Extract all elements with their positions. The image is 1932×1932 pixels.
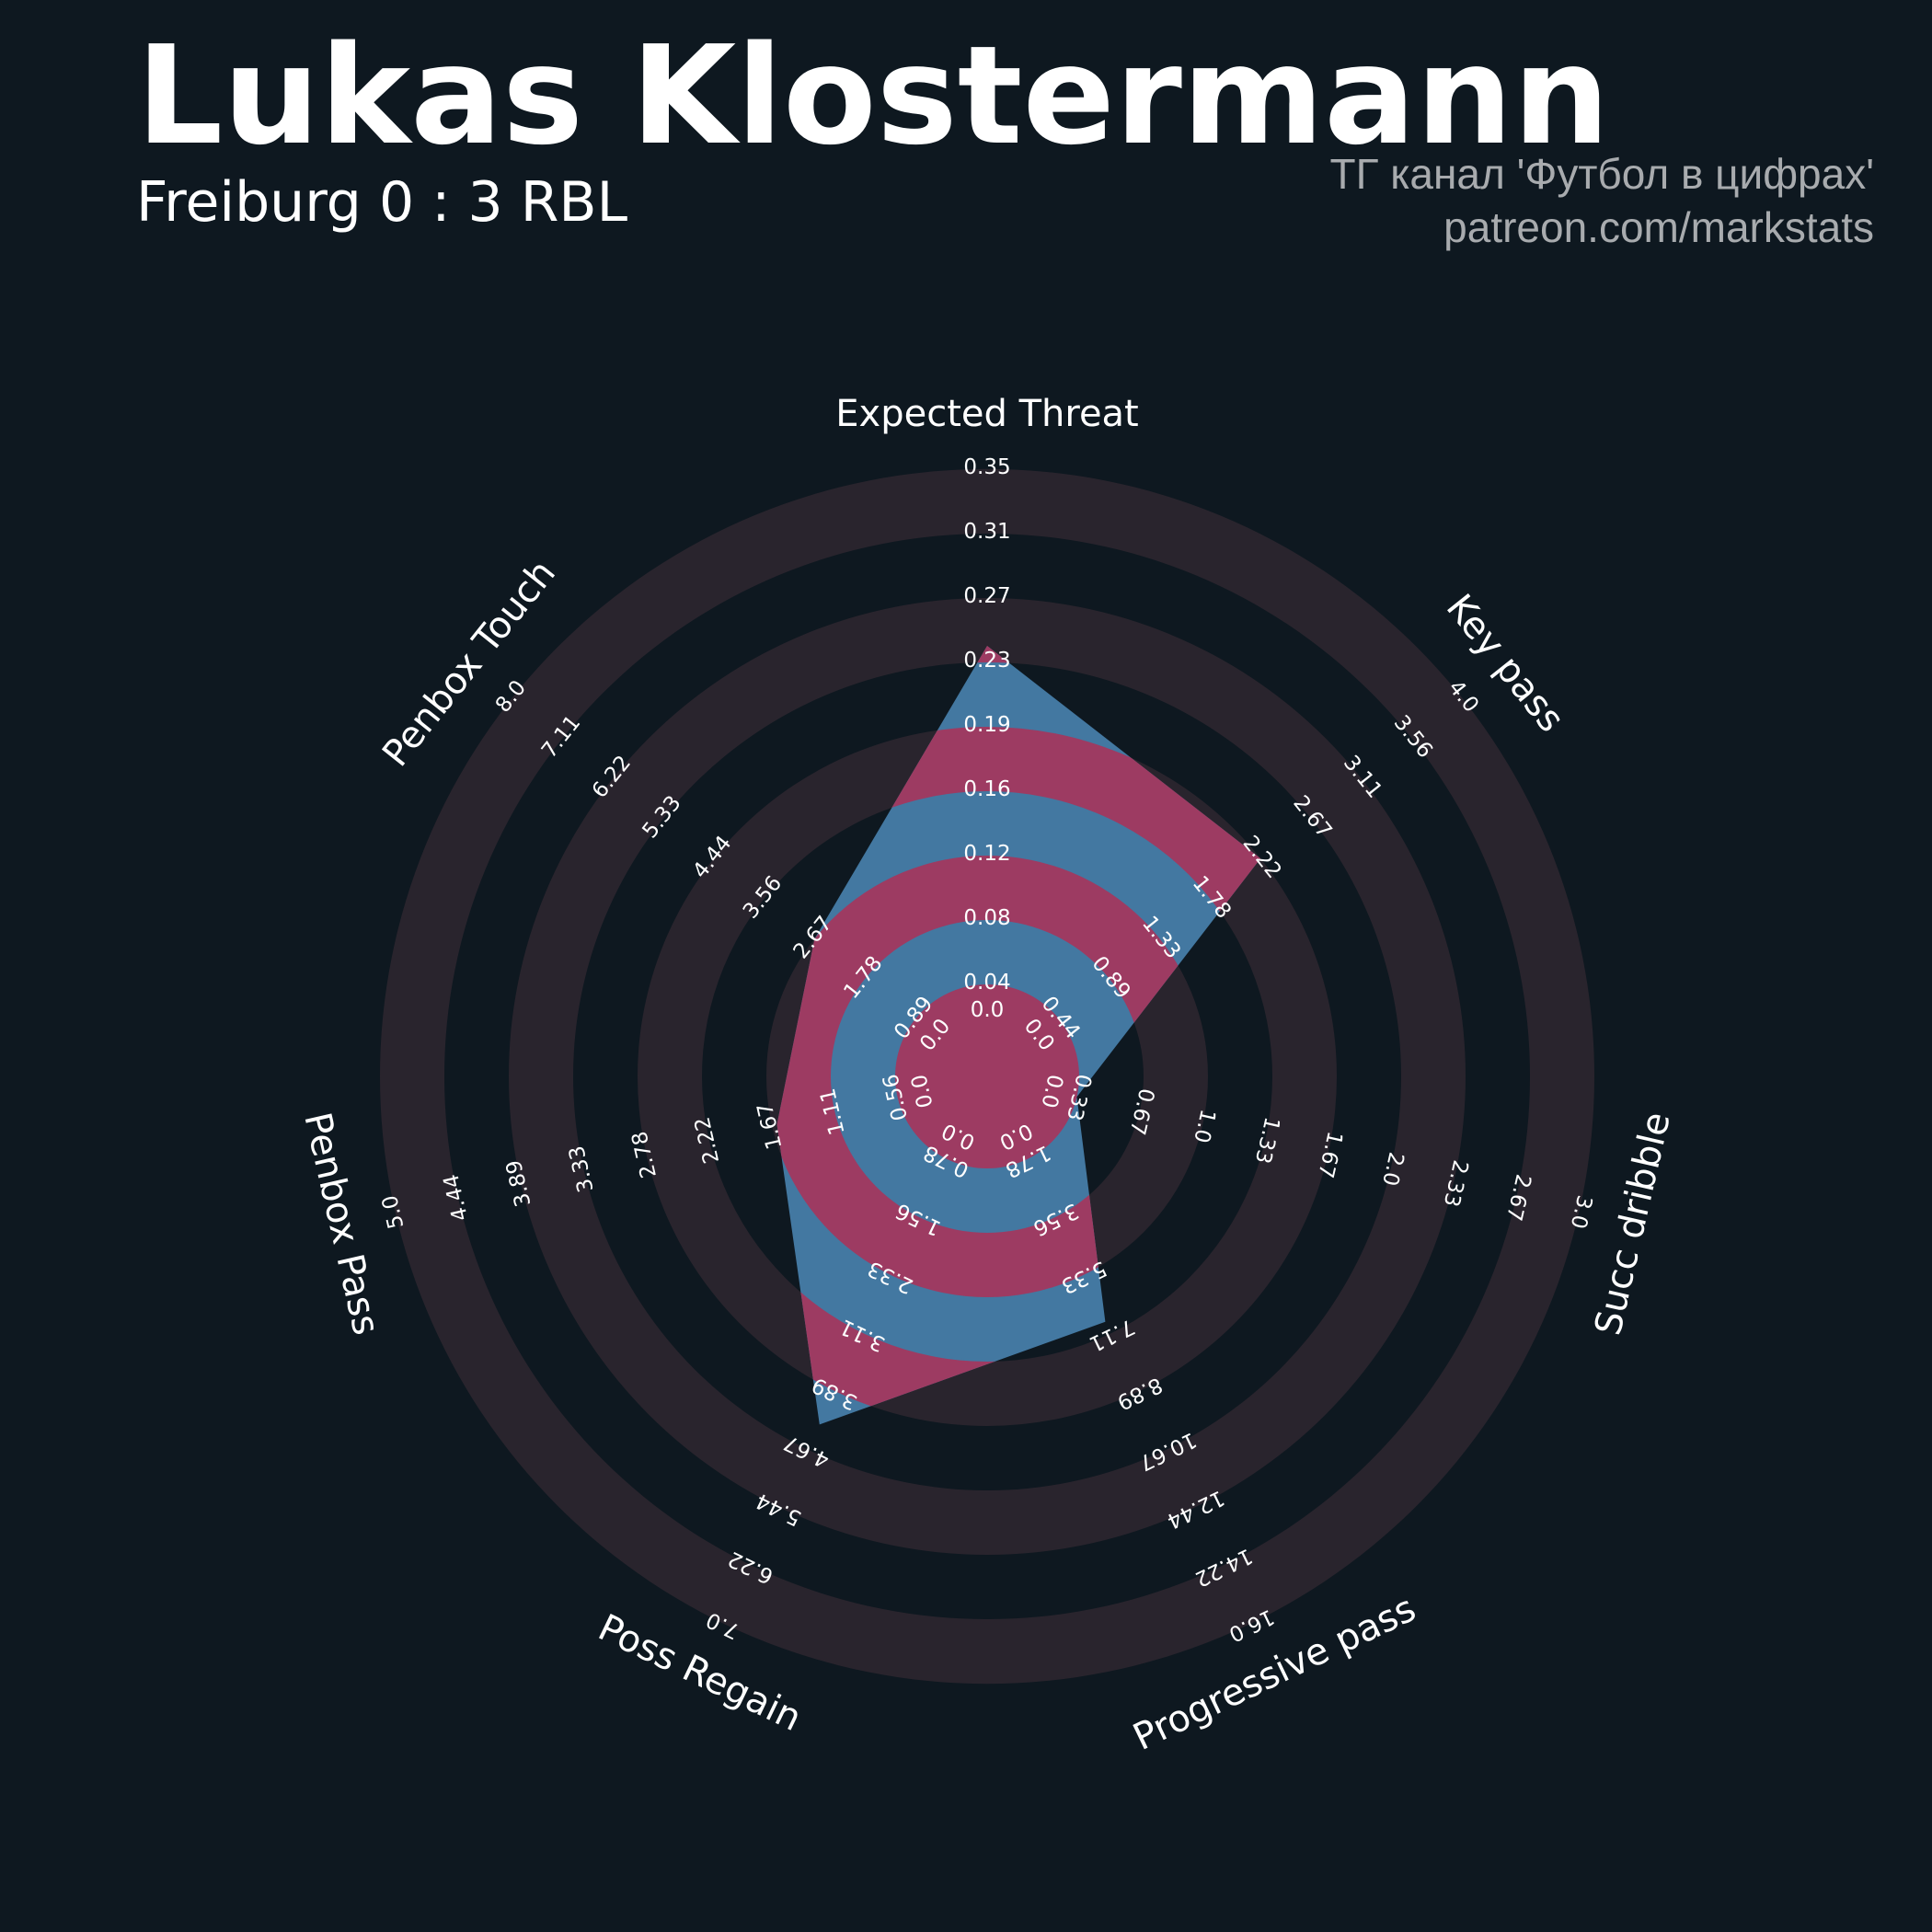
value-band-core — [895, 984, 1079, 1168]
page-title: Lukas Klostermann — [136, 17, 1610, 175]
tick-label: 0.23 — [963, 649, 1010, 673]
value-alt-bands — [776, 646, 1261, 1425]
tick-label: 0.0 — [971, 998, 1005, 1022]
value-polygon-layer — [776, 646, 1261, 1425]
param-label: Succ dribble — [1587, 1109, 1679, 1340]
tick-label: 0.04 — [963, 971, 1010, 995]
param-label: Penbox Pass — [295, 1109, 387, 1339]
param-label: Expected Threat — [835, 393, 1139, 435]
tick-label: 0.31 — [963, 520, 1010, 544]
tick-label: 0.12 — [963, 842, 1010, 866]
tick-label: 0.35 — [963, 455, 1010, 479]
credit-telegram: ТГ канал 'Футбол в цифрах' — [1329, 150, 1874, 198]
tick-label: 0.19 — [963, 713, 1010, 737]
credit-patreon: patreon.com/markstats — [1443, 203, 1874, 251]
tick-label: 0.08 — [963, 906, 1010, 930]
match-subtitle: Freiburg 0 : 3 RBL — [136, 170, 628, 235]
tick-label: 0.27 — [963, 584, 1010, 608]
tick-label: 0.16 — [963, 777, 1010, 801]
